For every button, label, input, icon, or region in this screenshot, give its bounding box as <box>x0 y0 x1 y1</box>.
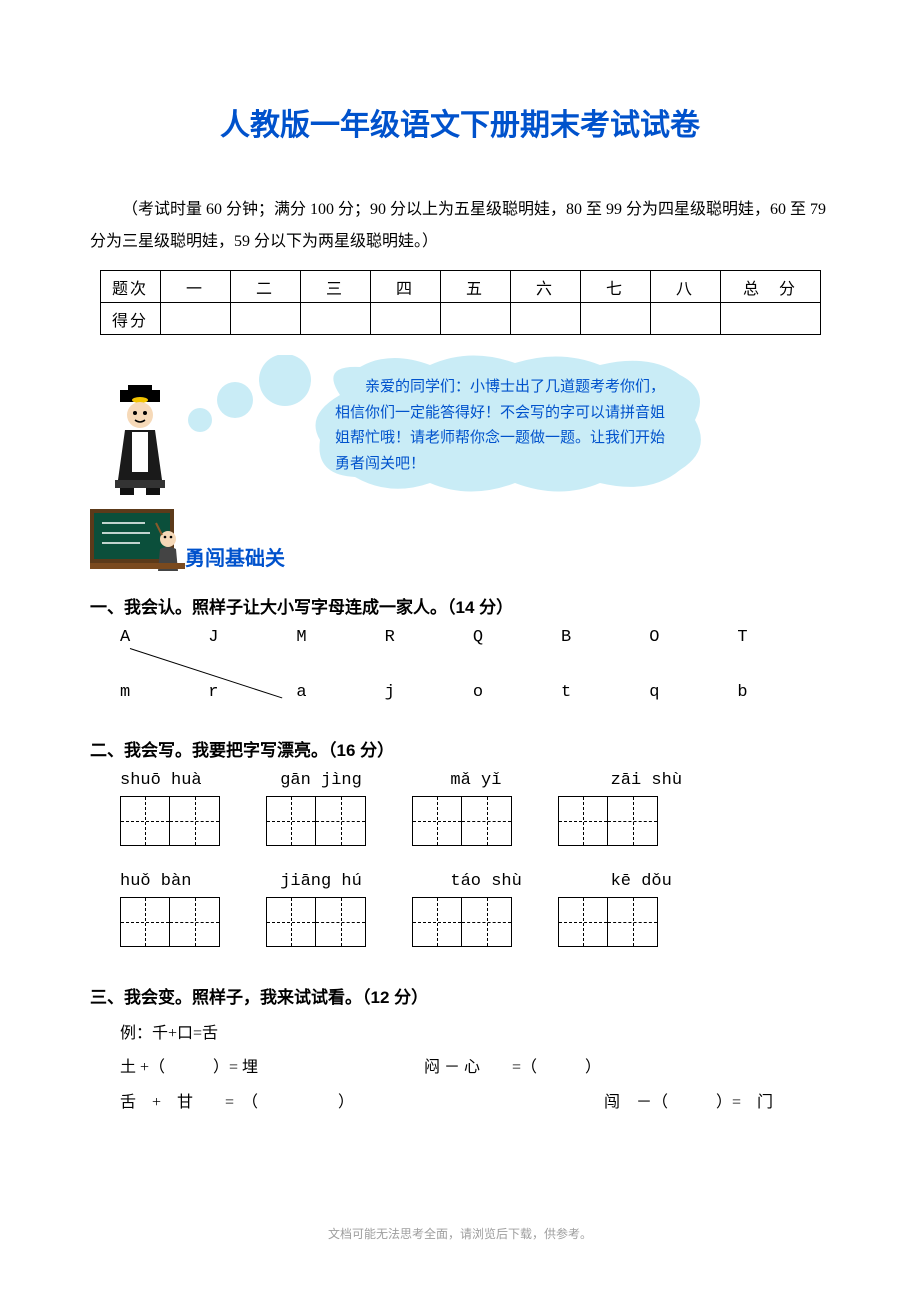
col-2: 二 <box>230 271 300 303</box>
score-cell <box>440 303 510 335</box>
tianzige <box>608 796 658 846</box>
tianzige <box>120 796 170 846</box>
letter: M <box>296 628 374 647</box>
q3-row: 舌 + 甘 = （ ） 闯 －（ ）= 门 <box>120 1085 830 1120</box>
pinyin: shuō huà <box>120 771 270 790</box>
col-7: 七 <box>580 271 650 303</box>
letter: B <box>561 628 639 647</box>
score-cell <box>580 303 650 335</box>
eq-left: 土 +（ ）= 埋 <box>120 1050 420 1085</box>
q2-heading: 二、我会写。我要把字写漂亮。（16 分） <box>90 736 830 761</box>
cloud-text: 亲爱的同学们：小博士出了几道题考考你们，相信你们一定能答得好！不会写的字可以请拼… <box>335 375 675 477</box>
letter: o <box>473 683 551 702</box>
blackboard-area: 勇闯基础关 <box>90 505 830 575</box>
q1-matching: A J M R Q B O T m r a j o t q b <box>120 628 830 702</box>
pinyin-row: huǒ bàn jiānɡ hú táo shù kē dǒu <box>120 872 830 891</box>
q3-heading: 三、我会变。照样子，我来试试看。（12 分） <box>90 983 830 1008</box>
doctor-icon <box>110 385 190 495</box>
pinyin: ɡān jìnɡ <box>280 771 440 790</box>
letter: Q <box>473 628 551 647</box>
letter: m <box>120 683 198 702</box>
eq-right: 闷 － 心 =（ ） <box>424 1059 601 1076</box>
tianzige-row <box>120 796 830 846</box>
pinyin: táo shù <box>450 872 600 891</box>
tianzige <box>608 897 658 947</box>
exam-intro: （考试时量 60 分钟；满分 100 分；90 分以上为五星级聪明娃，80 至 … <box>90 194 830 258</box>
letter: T <box>737 628 815 647</box>
letter: A <box>120 628 198 647</box>
letter: a <box>296 683 374 702</box>
row-label: 得分 <box>100 303 160 335</box>
score-cell <box>300 303 370 335</box>
tianzige-row <box>120 897 830 947</box>
col-8: 八 <box>650 271 720 303</box>
section-caption: 勇闯基础关 <box>185 542 285 571</box>
lowercase-row: m r a j o t q b <box>120 683 830 702</box>
letter: q <box>649 683 727 702</box>
tianzige <box>462 796 512 846</box>
speech-bubble-area: 亲爱的同学们：小博士出了几道题考考你们，相信你们一定能答得好！不会写的字可以请拼… <box>90 355 830 515</box>
tianzige <box>412 897 462 947</box>
pinyin: kē dǒu <box>611 872 672 891</box>
score-cell <box>650 303 720 335</box>
tianzige <box>120 897 170 947</box>
tianzige <box>558 897 608 947</box>
pinyin-row: shuō huà ɡān jìnɡ mǎ yǐ zāi shù <box>120 771 830 790</box>
letter: R <box>385 628 463 647</box>
col-total: 总 分 <box>720 271 820 303</box>
tianzige <box>170 897 220 947</box>
pinyin: huǒ bàn <box>120 872 270 891</box>
eq-left: 舌 + 甘 = （ ） <box>120 1085 600 1120</box>
tianzige <box>462 897 512 947</box>
tianzige <box>316 796 366 846</box>
letter: b <box>737 683 815 702</box>
uppercase-row: A J M R Q B O T <box>120 628 830 647</box>
footer-text: 文档可能无法思考全面，请浏览后下载，供参考。 <box>0 1225 920 1242</box>
pinyin: mǎ yǐ <box>450 771 600 790</box>
row-label: 题次 <box>100 271 160 303</box>
q1-heading: 一、我会认。照样子让大小写字母连成一家人。（14 分） <box>90 593 830 618</box>
q3-row: 土 +（ ）= 埋 闷 － 心 =（ ） <box>120 1050 830 1085</box>
letter: J <box>208 628 286 647</box>
col-6: 六 <box>510 271 580 303</box>
q3-example: 例：千+口=舌 <box>120 1018 830 1050</box>
letter: O <box>649 628 727 647</box>
col-5: 五 <box>440 271 510 303</box>
eq-right: 闯 －（ ）= 门 <box>604 1094 773 1111</box>
tianzige <box>412 796 462 846</box>
score-cell <box>160 303 230 335</box>
score-cell <box>720 303 820 335</box>
score-table: 题次 一 二 三 四 五 六 七 八 总 分 得分 <box>100 270 821 335</box>
pinyin: jiānɡ hú <box>280 872 440 891</box>
letter: j <box>385 683 463 702</box>
pinyin: zāi shù <box>611 771 682 790</box>
score-cell <box>230 303 300 335</box>
tianzige <box>266 796 316 846</box>
score-cell <box>370 303 440 335</box>
tianzige <box>170 796 220 846</box>
col-3: 三 <box>300 271 370 303</box>
score-cell <box>510 303 580 335</box>
tianzige <box>266 897 316 947</box>
tianzige <box>316 897 366 947</box>
letter: t <box>561 683 639 702</box>
tianzige <box>558 796 608 846</box>
col-1: 一 <box>160 271 230 303</box>
col-4: 四 <box>370 271 440 303</box>
blackboard-icon <box>90 509 185 575</box>
page-title: 人教版一年级语文下册期末考试试卷 <box>90 100 830 144</box>
